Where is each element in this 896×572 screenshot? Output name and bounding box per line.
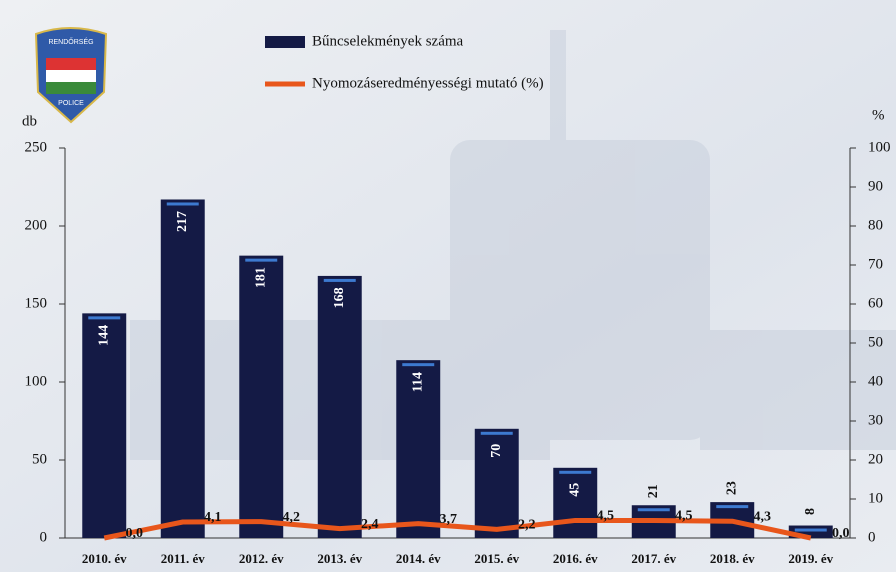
legend-swatch <box>265 36 305 48</box>
line-value-label: 3,7 <box>440 512 458 527</box>
bar-highlight <box>716 505 748 508</box>
y2-tick-label: 50 <box>868 334 883 350</box>
x-tick-label: 2019. év <box>788 551 833 566</box>
y2-tick-label: 10 <box>868 490 883 506</box>
x-tick-label: 2014. év <box>396 551 441 566</box>
y2-tick-label: 80 <box>868 217 883 233</box>
line-value-label: 4,2 <box>283 510 301 525</box>
x-tick-label: 2017. év <box>631 551 676 566</box>
x-tick-label: 2011. év <box>161 551 206 566</box>
bar <box>318 276 362 538</box>
bar-highlight <box>245 259 277 262</box>
x-tick-label: 2018. év <box>710 551 755 566</box>
line-value-label: 0,0 <box>832 526 850 541</box>
bar <box>239 256 283 538</box>
bar-highlight <box>88 316 120 319</box>
y-tick-label: 200 <box>25 217 48 233</box>
bar-highlight <box>324 279 356 282</box>
line-value-label: 0,0 <box>126 526 144 541</box>
y-tick-label: 250 <box>25 139 48 155</box>
bar-value-label: 8 <box>803 508 818 515</box>
y-tick-label: 150 <box>25 295 48 311</box>
bar-highlight <box>795 529 827 532</box>
y-tick-label: 50 <box>32 451 47 467</box>
y2-tick-label: 30 <box>868 412 883 428</box>
y2-tick-label: 20 <box>868 451 883 467</box>
chart: RENDŐRSÉG POLICE db % 0 50 100 150 200 250 0 10… <box>0 0 896 572</box>
bar-value-label: 181 <box>253 267 268 288</box>
bar-value-label: 21 <box>646 484 661 498</box>
bar-highlight <box>402 363 434 366</box>
legend-label: Nyomozáseredményességi mutató (%) <box>312 75 544 91</box>
y2-tick-label: 70 <box>868 256 883 272</box>
x-tick-label: 2013. év <box>317 551 362 566</box>
x-tick-label: 2012. év <box>239 551 284 566</box>
logo-text: POLICE <box>58 100 84 107</box>
legend-label: Bűncselekmények száma <box>312 33 464 49</box>
line-value-label: 2,4 <box>361 517 379 532</box>
bar <box>553 468 597 538</box>
bar-highlight <box>167 202 199 205</box>
y-tick-label: 100 <box>25 373 48 389</box>
y2-tick-label: 90 <box>868 178 883 194</box>
bar-highlight <box>481 432 513 435</box>
bar-value-label: 217 <box>175 211 190 232</box>
line-value-label: 4,5 <box>597 509 615 524</box>
line-value-label: 4,1 <box>204 510 222 525</box>
line-value-label: 4,5 <box>675 509 693 524</box>
x-tick-label: 2015. év <box>474 551 519 566</box>
bar-value-label: 144 <box>96 325 111 346</box>
bar <box>161 199 205 538</box>
bar-value-label: 23 <box>724 481 739 495</box>
bar-highlight <box>559 471 591 474</box>
x-tick-label: 2016. év <box>553 551 598 566</box>
bar-value-label: 168 <box>332 287 347 308</box>
bar <box>82 313 126 538</box>
y2-axis-title: % <box>872 107 885 123</box>
bar-value-label: 45 <box>567 483 582 497</box>
y2-tick-label: 40 <box>868 373 883 389</box>
x-tick-label: 2010. év <box>82 551 127 566</box>
line-value-label: 4,3 <box>754 509 772 524</box>
y2-tick-label: 100 <box>868 139 891 155</box>
logo-text: RENDŐRSÉG <box>48 37 93 46</box>
y-tick-label: 0 <box>40 529 48 545</box>
y2-tick-label: 0 <box>868 529 876 545</box>
bar-highlight <box>638 508 670 511</box>
bar-value-label: 114 <box>410 372 425 392</box>
y-axis-title: db <box>22 113 37 129</box>
line-value-label: 2,2 <box>518 518 536 533</box>
y2-tick-label: 60 <box>868 295 883 311</box>
bar-value-label: 70 <box>489 444 504 458</box>
